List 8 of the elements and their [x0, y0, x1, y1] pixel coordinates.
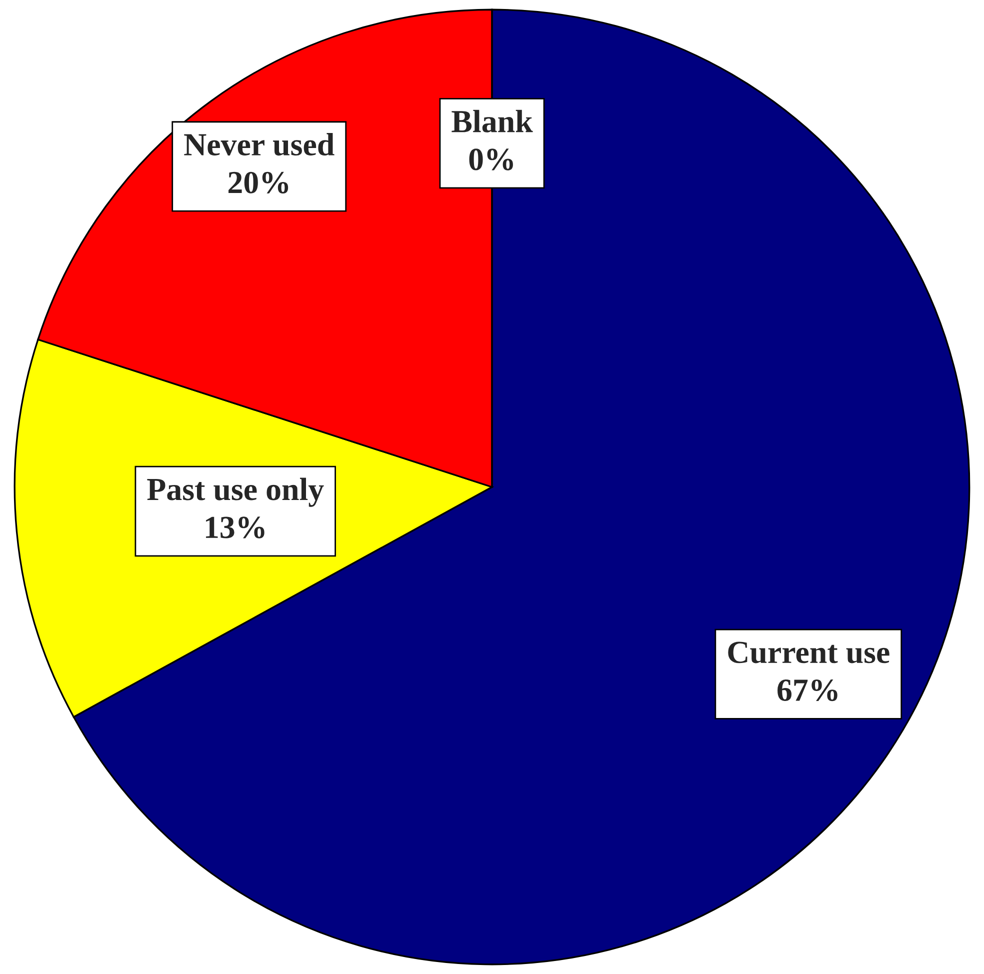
text: 0%: [469, 148, 513, 170]
data-label: 13%: [206, 516, 264, 538]
data-label: 20%: [228, 172, 288, 194]
slice-label: Never used: [184, 133, 334, 156]
category-label: Blank: [452, 110, 533, 132]
slice-label: Current use: [728, 642, 890, 664]
slice-label: Past use only: [147, 478, 324, 507]
data-label: 67%: [778, 679, 838, 702]
